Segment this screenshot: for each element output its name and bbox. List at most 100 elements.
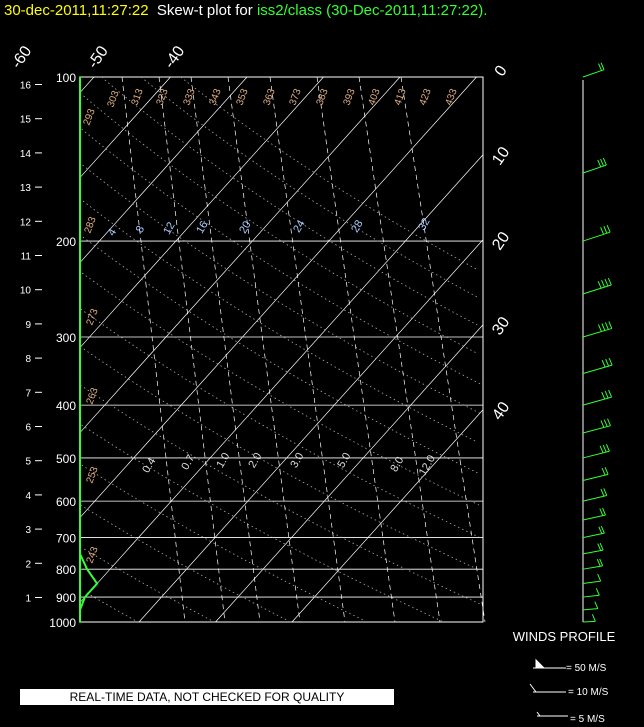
pressure-label-200: 200 — [56, 235, 76, 249]
wind-barb-feather-350-2 — [601, 359, 606, 368]
height-label-12: 12 — [20, 217, 32, 228]
dewpoint-point-8 — [79, 442, 81, 445]
dewpoint-point-6 — [79, 404, 81, 406]
wind-barb-feather-400-2 — [601, 391, 606, 400]
wind-barb-feather-200-1 — [603, 226, 608, 234]
dewpoint-point-1 — [79, 172, 81, 174]
height-label-3: 3 — [25, 525, 31, 536]
dewpoint-point-2 — [79, 240, 81, 242]
wind-barb-450 — [582, 425, 611, 434]
wind-barb-800 — [582, 565, 603, 570]
wind-barb-200 — [582, 231, 611, 242]
height-label-8: 8 — [25, 354, 31, 365]
dewpoint-point-18 — [79, 582, 81, 585]
mixing-ratio-line-1 — [158, 76, 226, 623]
height-label-15: 15 — [20, 115, 32, 126]
dewpoint-point-10 — [79, 479, 81, 482]
dewpoint-point-12 — [79, 500, 81, 502]
isotherm-10 — [79, 154, 484, 603]
mixing-ratio-line-5 — [316, 76, 396, 623]
wind-barb-feather-600-1 — [600, 488, 605, 497]
isotherm-0 — [79, 76, 477, 518]
wind-barb-feather-500-1 — [602, 444, 607, 453]
isotherm-40 — [291, 409, 484, 623]
isotherm-30 — [215, 324, 484, 623]
dewpoint-point-4 — [79, 336, 81, 338]
wind-barb-feather-300-0 — [608, 321, 613, 329]
dry-adiabat-label-253: 253 — [85, 465, 101, 485]
mixing-ratio-label-3: 2.0 — [246, 451, 264, 470]
height-label-9: 9 — [25, 320, 31, 331]
dry-adiabat-lines — [79, 76, 483, 622]
wind-barb-feather-200-2 — [600, 227, 605, 235]
height-label-6: 6 — [25, 423, 31, 434]
dry-adiabat-313 — [80, 504, 290, 622]
mixing-ratio-line-6 — [358, 76, 441, 623]
mixing-ratio-label-1: 0.7 — [179, 453, 197, 472]
isotherm-20 — [138, 239, 484, 623]
wind-barb-150 — [582, 164, 607, 174]
mixing-ratio-label-8: 4 — [106, 227, 119, 238]
wind-barb-feather-650-1 — [599, 508, 604, 516]
wind-barb-feather-850-0 — [597, 573, 602, 582]
wind-barb-feather-350-1 — [605, 358, 610, 367]
pressure-label-700: 700 — [56, 532, 76, 546]
wind-legend-5: = 5 M/S — [570, 714, 605, 725]
mixing-ratio-label-7: 12.0 — [417, 453, 438, 478]
isotherm-label-30: 30 — [489, 314, 513, 338]
dry-adiabat-333 — [81, 424, 442, 622]
height-label-2: 2 — [25, 559, 31, 570]
mixing-ratio-label-11: 16 — [194, 219, 211, 236]
wind-legend: = 50 M/S = 10 M/S = 5 M/S — [529, 658, 609, 725]
mixing-ratio-label-14: 28 — [349, 218, 366, 235]
dry-adiabat-label-313: 313 — [130, 87, 146, 107]
wind-barb-feather-800-0 — [599, 558, 604, 567]
dry-adiabat-323 — [81, 464, 366, 622]
wind-barb-700 — [582, 532, 605, 539]
dry-adiabat-label-373: 373 — [288, 87, 304, 107]
mixing-ratio-label-15: 32 — [416, 216, 433, 233]
wind-barb-feather-450-1 — [603, 419, 608, 427]
wind-barb-300 — [582, 327, 612, 338]
dry-adiabat-label-433: 433 — [444, 87, 460, 107]
height-label-13: 13 — [20, 183, 32, 194]
dry-adiabat-363 — [80, 308, 479, 538]
wind-barb-feather-300-2 — [601, 323, 606, 331]
isotherm-label--50: -50 — [85, 43, 112, 72]
mixing-ratio-label-0: 0.4 — [140, 456, 158, 475]
pressure-label-800: 800 — [56, 563, 76, 577]
dry-adiabat-label-293: 293 — [82, 107, 98, 127]
wind-barb-feather-450-2 — [600, 420, 605, 428]
wind-barb-750 — [582, 549, 604, 555]
dry-adiabat-label-383: 383 — [315, 87, 331, 107]
wind-barb-feather-300-3 — [597, 324, 602, 332]
dry-adiabat-303 — [84, 548, 213, 622]
dry-adiabat-443 — [140, 76, 478, 298]
mixing-ratio-label-9: 8 — [134, 224, 147, 235]
dry-adiabat-label-273: 273 — [85, 307, 101, 327]
dry-adiabat-label-263: 263 — [85, 386, 101, 406]
dry-adiabat-383 — [82, 236, 478, 474]
wind-barb-feather-750-0 — [599, 542, 604, 551]
height-label-1: 1 — [25, 594, 31, 605]
dewpoint-point-20 — [79, 609, 81, 611]
mixing-ratio-label-13: 24 — [291, 218, 308, 235]
isotherm-label-10: 10 — [489, 144, 513, 168]
wind-barb-feather-250-0 — [607, 277, 612, 286]
dry-adiabat-423 — [79, 92, 477, 354]
dry-adiabat-label-423: 423 — [418, 87, 434, 107]
mixing-ratio-label-12: 20 — [237, 219, 254, 236]
height-label-16: 16 — [20, 81, 32, 92]
dewpoint-point-17 — [79, 568, 81, 570]
dry-adiabat-343 — [79, 384, 483, 606]
dewpoint-point-13 — [79, 519, 81, 521]
height-label-4: 4 — [25, 491, 31, 502]
wind-barb-550 — [582, 473, 609, 481]
profile-series — [79, 76, 99, 623]
isotherm-label--60: -60 — [8, 43, 35, 72]
dewpoint-point-21 — [79, 621, 81, 623]
wind-barb-feather-750-1 — [597, 543, 602, 551]
wind-barb-feather-100-0 — [600, 62, 605, 70]
wind-barb-feather-650-0 — [602, 507, 606, 516]
